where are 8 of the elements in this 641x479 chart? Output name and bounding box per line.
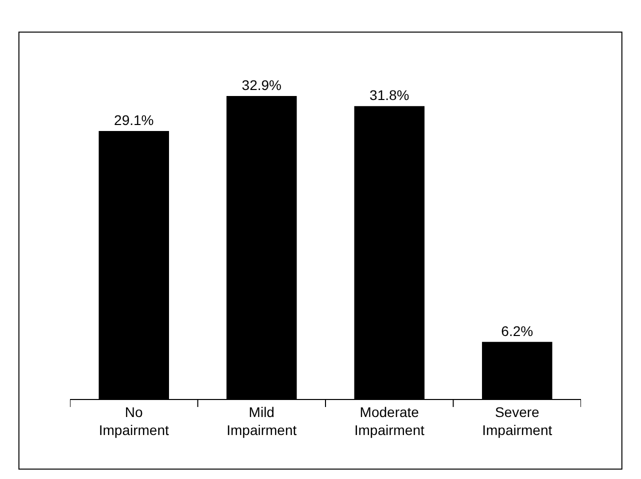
x-tick-label: No Impairment — [98, 404, 169, 438]
data-label: 29.1% — [114, 112, 154, 128]
data-label: 32.9% — [242, 76, 282, 93]
x-tick-label: Severe Impairment — [482, 404, 552, 438]
data-label: 6.2% — [501, 322, 534, 339]
data-label: 31.8% — [370, 87, 410, 104]
x-tick-label: Moderate Impairment — [354, 404, 424, 438]
x-tick-label: Mild Impairment — [226, 404, 297, 438]
